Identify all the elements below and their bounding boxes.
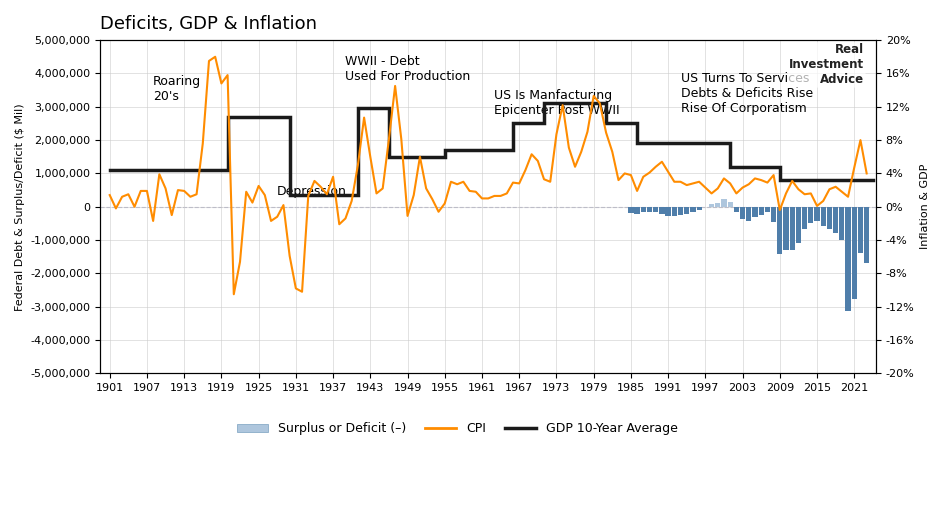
Bar xyxy=(696,207,701,211)
Y-axis label: Inflation & GDP: Inflation & GDP xyxy=(919,164,929,249)
Bar xyxy=(640,207,646,212)
Bar xyxy=(683,207,688,214)
Bar xyxy=(733,207,738,212)
Bar xyxy=(807,207,813,223)
Bar xyxy=(851,207,856,299)
Bar xyxy=(628,207,632,213)
Y-axis label: Federal Debt & Surplus/Deficit ($ Mil): Federal Debt & Surplus/Deficit ($ Mil) xyxy=(15,103,25,311)
Text: WWII - Debt
Used For Production: WWII - Debt Used For Production xyxy=(346,55,470,84)
Bar xyxy=(727,202,732,207)
Bar xyxy=(652,207,658,212)
Text: Depression: Depression xyxy=(277,185,346,199)
Bar xyxy=(789,207,794,250)
Bar xyxy=(863,207,868,263)
Text: US Turns To Services
Debts & Deficits Rise
Rise Of Corporatism: US Turns To Services Debts & Deficits Ri… xyxy=(680,72,812,115)
Bar xyxy=(689,207,695,212)
Bar xyxy=(826,207,832,229)
Bar xyxy=(857,207,862,253)
Bar xyxy=(647,207,651,212)
Legend: Surplus or Deficit (–), CPI, GDP 10-Year Average: Surplus or Deficit (–), CPI, GDP 10-Year… xyxy=(231,417,683,441)
Text: US Is Manfacturing
Epicenter Post WWII: US Is Manfacturing Epicenter Post WWII xyxy=(494,89,619,117)
Bar xyxy=(715,203,719,207)
Bar xyxy=(739,207,745,219)
Bar xyxy=(751,207,757,217)
Bar xyxy=(783,207,788,250)
Bar xyxy=(814,207,818,221)
Bar xyxy=(764,207,769,212)
Bar xyxy=(770,207,775,222)
Bar xyxy=(708,204,714,207)
Bar xyxy=(819,207,825,226)
Bar xyxy=(845,207,850,311)
Bar xyxy=(758,207,763,215)
Bar xyxy=(659,207,664,214)
Bar xyxy=(720,199,726,207)
Bar xyxy=(801,207,806,230)
Text: Real
Investment
Advice: Real Investment Advice xyxy=(788,43,864,87)
Bar xyxy=(665,207,670,216)
Bar xyxy=(776,207,782,254)
Text: Roaring
20's: Roaring 20's xyxy=(153,75,201,103)
Bar xyxy=(832,207,837,233)
Bar xyxy=(795,207,801,243)
Bar xyxy=(677,207,683,215)
Bar xyxy=(633,207,639,214)
Bar xyxy=(671,207,676,216)
Bar xyxy=(746,207,750,220)
Bar xyxy=(838,207,844,239)
Text: Deficits, GDP & Inflation: Deficits, GDP & Inflation xyxy=(100,15,317,33)
